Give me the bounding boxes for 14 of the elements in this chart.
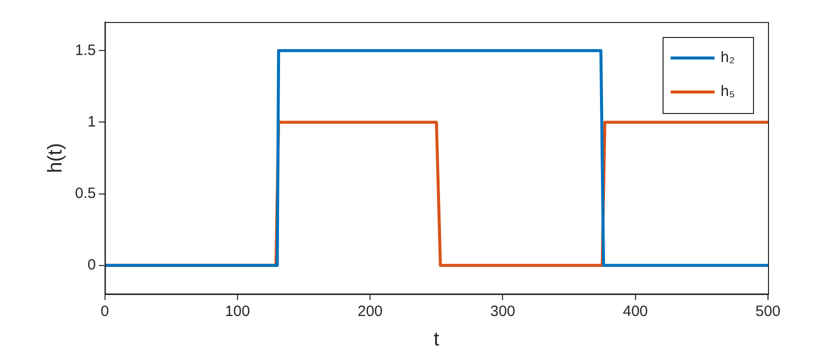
- y-tick-label: 1.5: [74, 42, 96, 59]
- legend-label: h₅: [720, 83, 736, 100]
- x-tick-label: 200: [358, 303, 383, 320]
- x-tick-label: 300: [490, 303, 516, 320]
- y-axis-title: h(t): [44, 143, 67, 173]
- x-axis-title: t: [434, 328, 440, 351]
- x-tick-label: 400: [622, 303, 648, 320]
- y-tick-label: 0.5: [74, 184, 96, 202]
- x-tick-label: 100: [224, 303, 250, 320]
- x-tick-label: 500: [755, 303, 781, 320]
- legend-label: h₂: [720, 49, 735, 66]
- y-tick-label: 0: [88, 256, 96, 274]
- y-tick-label: 1: [88, 113, 96, 130]
- x-tick-label: 0: [100, 303, 110, 320]
